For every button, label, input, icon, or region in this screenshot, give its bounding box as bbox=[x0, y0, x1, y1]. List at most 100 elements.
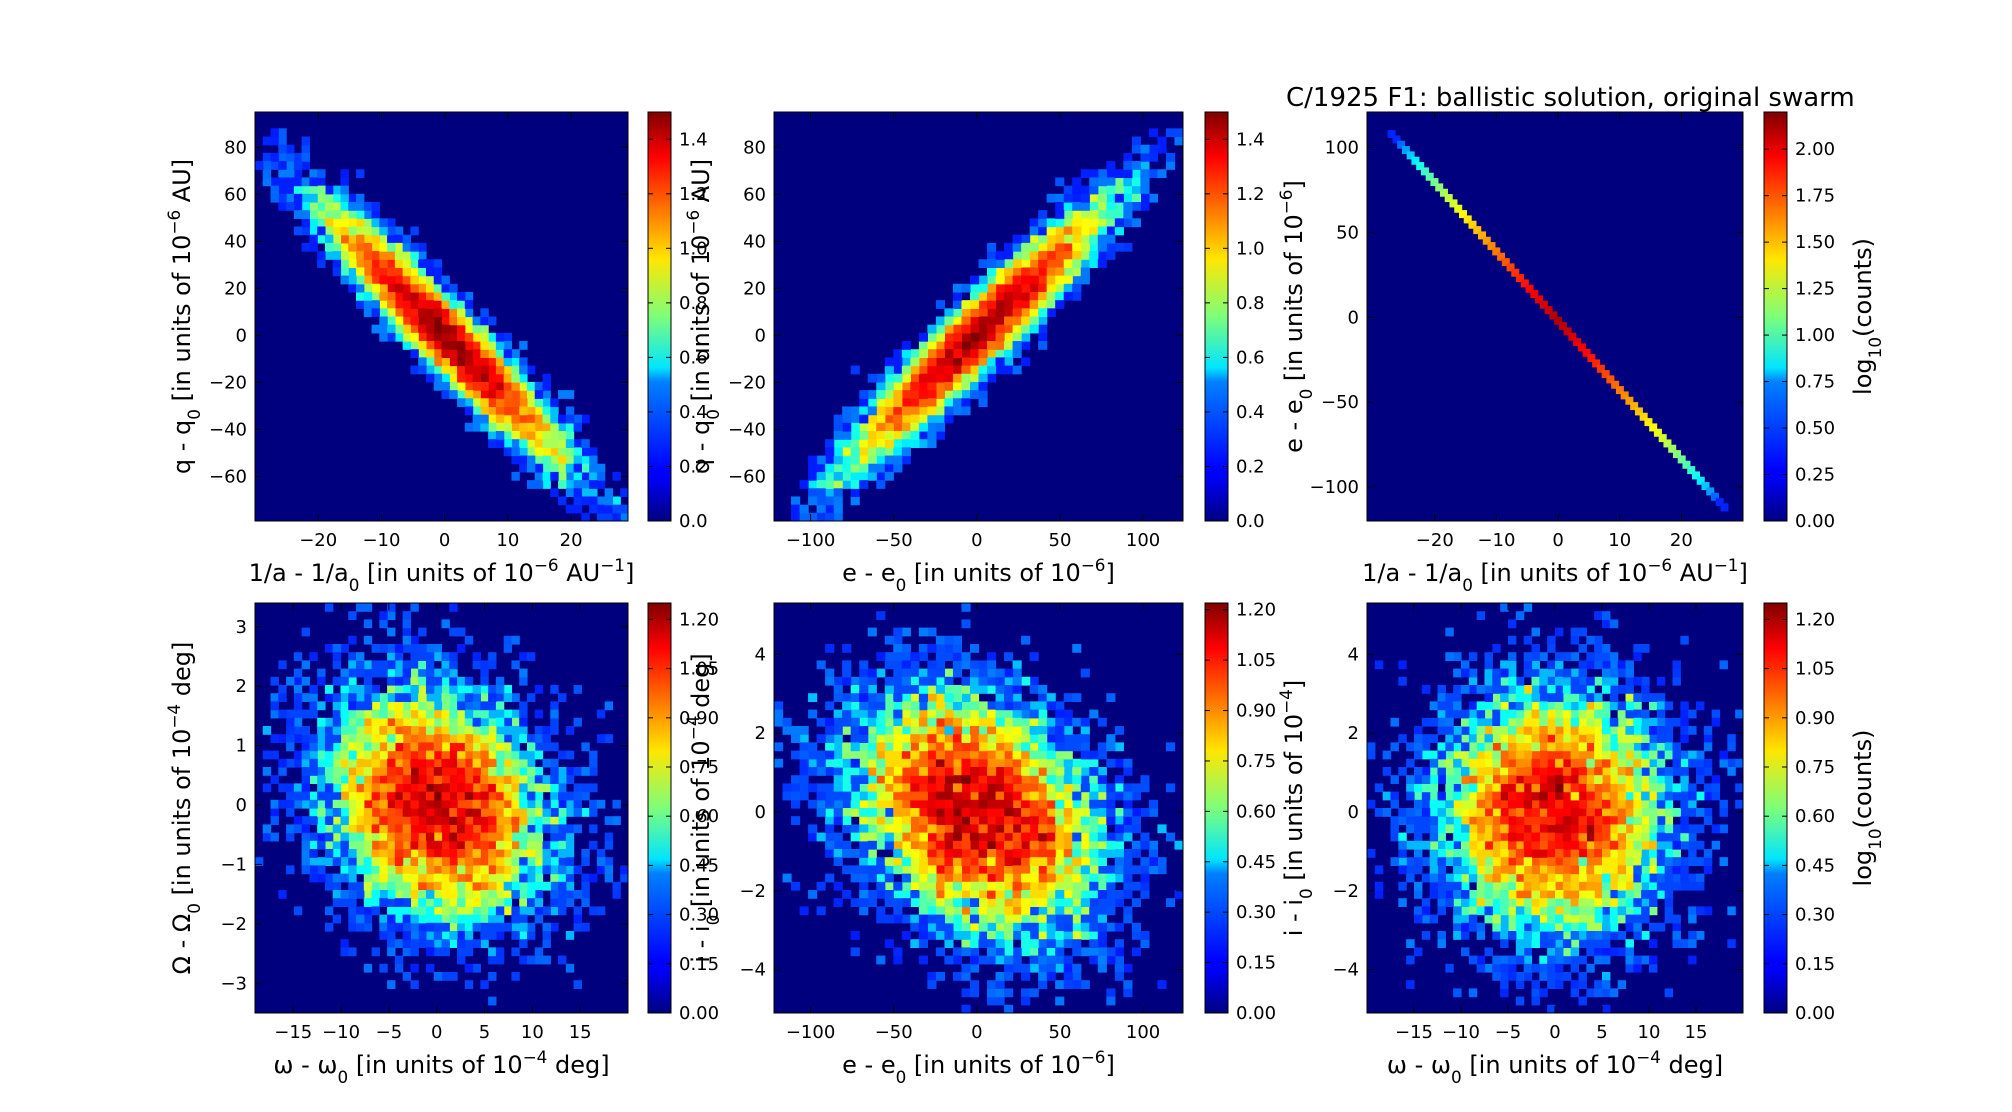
hexbin-cell bbox=[1680, 857, 1689, 866]
hexbin-cell bbox=[519, 906, 528, 916]
hexbin-cell bbox=[1458, 210, 1467, 219]
hexbin-cell bbox=[402, 635, 412, 645]
hexbin-cell bbox=[893, 750, 903, 760]
colorbar-tick-label: 1.4 bbox=[679, 129, 708, 150]
hexbin-cell bbox=[464, 734, 474, 743]
hexbin-cell bbox=[1406, 824, 1415, 834]
hexbin-cell bbox=[935, 365, 946, 375]
hexbin-cell bbox=[918, 332, 928, 342]
hexbin-cell bbox=[833, 849, 843, 858]
hexbin-cell bbox=[309, 767, 318, 776]
hexbin-cell bbox=[526, 832, 536, 842]
hexbin-cell bbox=[433, 799, 443, 809]
hexbin-cell bbox=[876, 422, 886, 432]
hexbin-cell bbox=[464, 791, 474, 801]
hexbin-cell bbox=[1570, 726, 1580, 735]
hexbin-cell bbox=[1515, 980, 1525, 989]
hexbin-cell bbox=[1515, 717, 1525, 727]
hexbin-cell bbox=[1586, 914, 1595, 924]
hexbin-cell bbox=[503, 840, 513, 850]
hexbin-cell bbox=[1594, 816, 1603, 825]
colorbar-tick-label: 0.60 bbox=[679, 806, 719, 827]
hexbin-cell bbox=[449, 775, 458, 784]
hexbin-cell bbox=[1547, 898, 1556, 907]
hexbin-cell bbox=[488, 701, 497, 711]
hexbin-cell bbox=[867, 898, 877, 907]
hexbin-cell bbox=[867, 693, 877, 702]
hexbin-cell bbox=[1523, 824, 1533, 834]
hexbin-cell bbox=[1500, 832, 1509, 842]
hexbin-cell bbox=[1055, 767, 1065, 776]
hexbin-cell bbox=[1500, 726, 1509, 735]
hexbin-cell bbox=[782, 791, 792, 801]
hexbin-cell bbox=[842, 447, 852, 457]
hexbin-cell bbox=[952, 283, 963, 293]
hexbin-cell bbox=[371, 291, 380, 301]
hexbin-cells bbox=[791, 128, 1183, 521]
hexbin-cell bbox=[952, 365, 963, 375]
hexbin-cell bbox=[1492, 840, 1501, 850]
hexbin-cell bbox=[995, 939, 1005, 948]
hexbin-cell bbox=[526, 758, 536, 768]
hexbin-cell bbox=[542, 857, 551, 866]
hexbin-cell bbox=[1097, 226, 1107, 236]
hexbin-cell bbox=[379, 767, 388, 776]
hexbin-cell bbox=[1080, 726, 1090, 735]
hexbin-cell bbox=[1131, 947, 1141, 957]
hexbin-cell bbox=[324, 808, 334, 817]
hexbin-cell bbox=[1021, 791, 1031, 801]
hexbin-cell bbox=[1484, 840, 1493, 850]
hexbin-cell bbox=[901, 644, 911, 653]
hexbin-cell bbox=[1072, 906, 1082, 916]
hexbin-cell bbox=[1445, 758, 1454, 768]
hexbin-cell bbox=[348, 922, 357, 932]
hexbin-cell bbox=[425, 963, 435, 973]
hexbin-cell bbox=[961, 300, 971, 309]
hexbin-cell bbox=[534, 480, 544, 489]
hexbin-cell bbox=[961, 283, 971, 293]
hexbin-cell bbox=[402, 676, 412, 686]
hexbin-cell bbox=[519, 357, 528, 367]
hexbin-cell bbox=[480, 758, 489, 768]
hexbin-cell bbox=[1174, 890, 1183, 899]
hexbin-cell bbox=[1038, 840, 1048, 850]
hexbin-cell bbox=[519, 873, 528, 883]
hexbin-cell bbox=[1004, 767, 1014, 776]
hexbin-cell bbox=[1547, 668, 1556, 678]
hexbin-cell bbox=[918, 717, 928, 727]
hexbin-cell bbox=[379, 267, 388, 277]
hexbin-cell bbox=[464, 758, 474, 768]
hexbin-cell bbox=[1547, 914, 1556, 924]
colorbar-tick-label: 1.25 bbox=[1795, 279, 1835, 300]
hexbin-cell bbox=[1021, 341, 1031, 350]
hexbin-cell bbox=[1484, 758, 1493, 768]
hexbin-cell bbox=[1649, 775, 1658, 784]
hexbin-cell bbox=[348, 791, 357, 801]
hexbin-cell bbox=[910, 783, 920, 793]
hexbin-cell bbox=[1562, 808, 1572, 817]
hexbin-cell bbox=[952, 890, 963, 899]
hexbin-cell bbox=[309, 873, 318, 883]
hexbin-cell bbox=[910, 693, 920, 702]
hexbin-cell bbox=[918, 758, 928, 768]
hexbin-cell bbox=[1055, 201, 1065, 211]
hexbin-cell bbox=[1012, 832, 1022, 842]
hexbin-cell bbox=[1468, 890, 1478, 899]
y-tick-label: −2 bbox=[220, 914, 247, 935]
hexbin-cell bbox=[387, 824, 396, 834]
hexbin-cell bbox=[379, 832, 388, 842]
hexbin-cell bbox=[1617, 767, 1627, 776]
hexbin-cell bbox=[918, 783, 928, 793]
hexbin-cell bbox=[488, 709, 497, 719]
hexbin-cell bbox=[1038, 291, 1048, 301]
hexbin-cell bbox=[1367, 750, 1376, 760]
hexbin-cell bbox=[410, 873, 419, 883]
hexbin-cell bbox=[1114, 890, 1124, 899]
hexbin-cell bbox=[791, 799, 801, 809]
hexbin-cell bbox=[1633, 881, 1642, 891]
hexbin-cell bbox=[1453, 685, 1462, 694]
hexbin-cell bbox=[394, 758, 404, 768]
hexbin-cell bbox=[449, 808, 458, 817]
hexbin-cell bbox=[1080, 857, 1090, 866]
hexbin-cell bbox=[410, 349, 419, 358]
